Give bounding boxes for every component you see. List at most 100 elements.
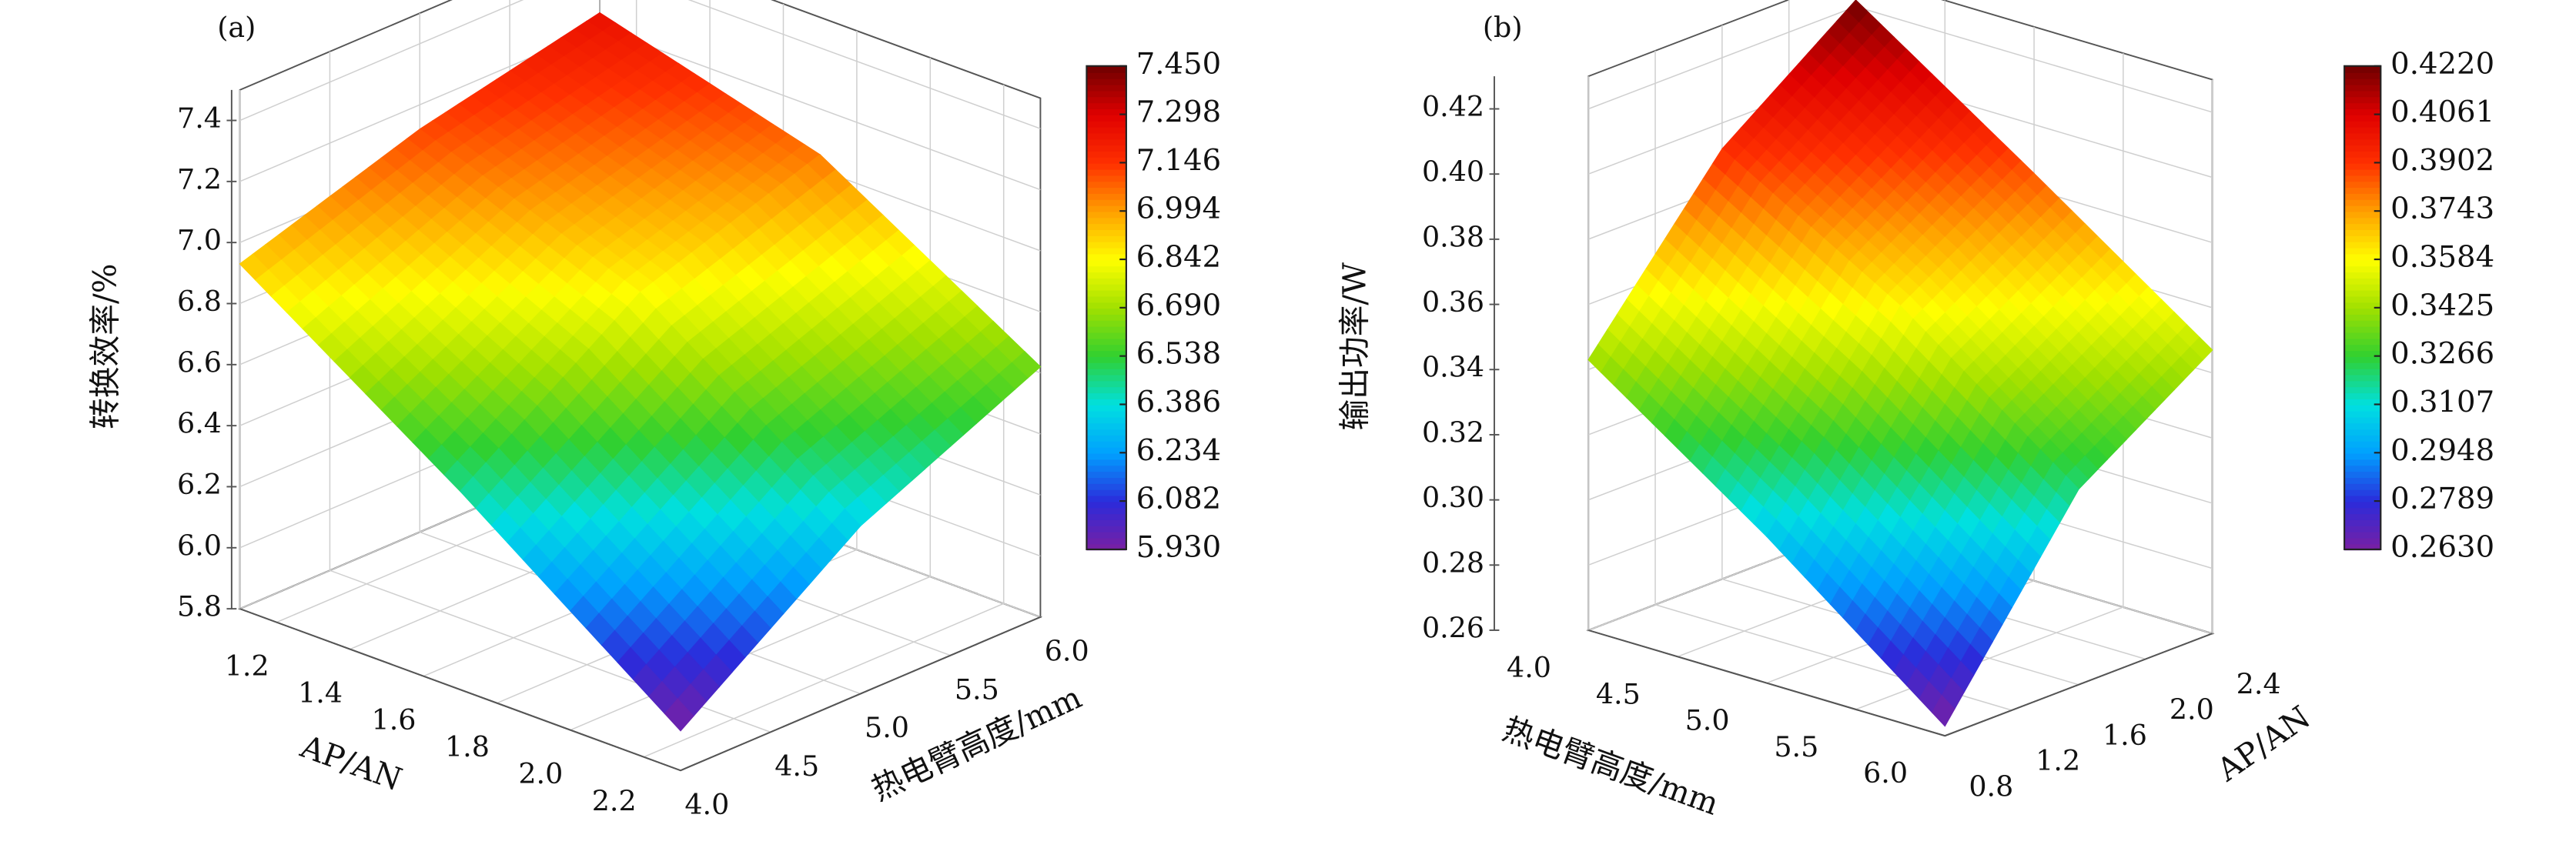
colorbar-swatch [1086, 295, 1126, 303]
colorbar-swatch [2344, 192, 2381, 200]
colorbar-swatch [1086, 265, 1126, 273]
colorbar-swatch [2344, 506, 2381, 515]
colorbar-tick-label: 7.146 [1136, 143, 1221, 178]
colorbar-swatch [2344, 65, 2381, 73]
colorbar-swatch [1086, 398, 1126, 406]
x-tick-label: 2.2 [592, 784, 637, 817]
colorbar-swatch [1086, 343, 1126, 352]
z-tick-label: 6.6 [177, 346, 222, 379]
colorbar-swatch [1086, 217, 1126, 225]
colorbar-swatch [1086, 78, 1126, 85]
colorbar-tick-label: 5.930 [1136, 530, 1221, 565]
colorbar-swatch [1086, 392, 1126, 399]
colorbar-swatch [2344, 332, 2381, 339]
colorbar-swatch [1086, 84, 1126, 92]
colorbar-swatch [2344, 180, 2381, 189]
colorbar-swatch [1086, 138, 1126, 146]
colorbar-tick-label: 6.386 [1136, 385, 1221, 419]
colorbar-swatch [2344, 241, 2381, 249]
colorbar-tick-label: 0.4061 [2390, 95, 2494, 130]
colorbar-swatch [1086, 114, 1126, 122]
panel-label: (b) [1483, 11, 1523, 44]
colorbar-swatch [2344, 428, 2381, 436]
colorbar-swatch [2344, 108, 2381, 115]
colorbar-swatch [1086, 428, 1126, 436]
colorbar-swatch [2344, 459, 2381, 466]
colorbar-tick-label: 7.298 [1136, 95, 1221, 130]
colorbar-swatch [1086, 446, 1126, 454]
colorbar-swatch [2344, 440, 2381, 448]
colorbar-swatch [2344, 222, 2381, 231]
axis-label: 输出功率/W [1337, 262, 1373, 431]
colorbar-swatch [2344, 531, 2381, 539]
colorbar-swatch [2344, 410, 2381, 418]
colorbar-tick-label: 0.3425 [2390, 289, 2494, 323]
colorbar-swatch [2344, 217, 2381, 225]
colorbar-tick-label: 0.3266 [2390, 337, 2494, 372]
colorbar-tick-label: 0.3743 [2390, 192, 2494, 226]
colorbar-swatch [1086, 512, 1126, 520]
colorbar-swatch [1086, 102, 1126, 110]
y-tick-label: 2.0 [2170, 693, 2214, 726]
colorbar-swatch [1086, 199, 1126, 206]
colorbar-swatch [1086, 253, 1126, 261]
axis-label: AP/AN [296, 727, 407, 798]
colorbar-swatch [1086, 362, 1126, 369]
y-tick-label: 4.0 [684, 788, 729, 821]
y-tick-label: 4.5 [774, 750, 819, 783]
colorbar-swatch [1086, 404, 1126, 412]
front-edge [1587, 629, 2213, 737]
colorbar-swatch [2344, 392, 2381, 399]
colorbar-swatch [2344, 495, 2381, 502]
colorbar-swatch [1086, 126, 1126, 134]
colorbar-swatch [2344, 338, 2381, 346]
colorbar-tick-label: 0.4220 [2390, 47, 2494, 82]
colorbar-swatch [2344, 169, 2381, 176]
colorbar-swatch [2344, 211, 2381, 219]
colorbar-swatch [1086, 235, 1126, 242]
colorbar-swatch [1086, 313, 1126, 321]
z-tick-label: 0.26 [1422, 611, 1484, 644]
y-tick-label: 6.0 [1045, 635, 1089, 668]
colorbar-swatch [2344, 543, 2381, 551]
colorbar-tick-label: 0.3107 [2390, 385, 2494, 419]
z-tick-label: 7.0 [177, 224, 222, 257]
z-tick-label: 5.8 [177, 590, 222, 623]
y-tick-label: 1.2 [2036, 744, 2080, 777]
colorbar-swatch [2344, 537, 2381, 545]
colorbar-swatch [1086, 72, 1126, 79]
colorbar-tick-label: 6.234 [1136, 433, 1221, 468]
colorbar-swatch [1086, 229, 1126, 236]
colorbar-swatch [2344, 120, 2381, 128]
y-tick-label: 5.5 [955, 673, 999, 706]
colorbar-swatch [2344, 470, 2381, 479]
colorbar-swatch [2344, 175, 2381, 182]
colorbar-swatch [2344, 283, 2381, 291]
colorbar-swatch [1086, 277, 1126, 285]
z-tick-label: 6.0 [177, 529, 222, 562]
x-tick-label: 2.0 [518, 757, 563, 790]
colorbar-swatch [1086, 211, 1126, 219]
axis-label: 转换效率/% [87, 264, 124, 429]
colorbar-tick-label: 6.538 [1136, 337, 1221, 372]
colorbar-swatch [2344, 96, 2381, 104]
colorbar-swatch [1086, 506, 1126, 515]
colorbar-swatch [1086, 410, 1126, 418]
colorbar-swatch [1086, 205, 1126, 212]
colorbar-swatch [2344, 253, 2381, 261]
x-tick-label: 1.4 [298, 676, 343, 709]
colorbar-swatch [2344, 343, 2381, 352]
x-tick-label: 1.2 [225, 649, 269, 683]
colorbar-swatch [2344, 368, 2381, 376]
z-tick-label: 0.34 [1422, 351, 1484, 384]
colorbar-swatch [2344, 229, 2381, 236]
z-tick-label: 0.32 [1422, 416, 1484, 449]
colorbar-tick-label: 6.842 [1136, 240, 1221, 275]
colorbar-tick-label: 0.2789 [2390, 482, 2494, 516]
colorbar-swatch [1086, 162, 1126, 170]
colorbar-swatch [1086, 537, 1126, 545]
y-tick-label: 5.0 [865, 711, 909, 744]
colorbar-swatch [2344, 271, 2381, 279]
colorbar-swatch [1086, 356, 1126, 363]
colorbar-swatch [2344, 150, 2381, 158]
